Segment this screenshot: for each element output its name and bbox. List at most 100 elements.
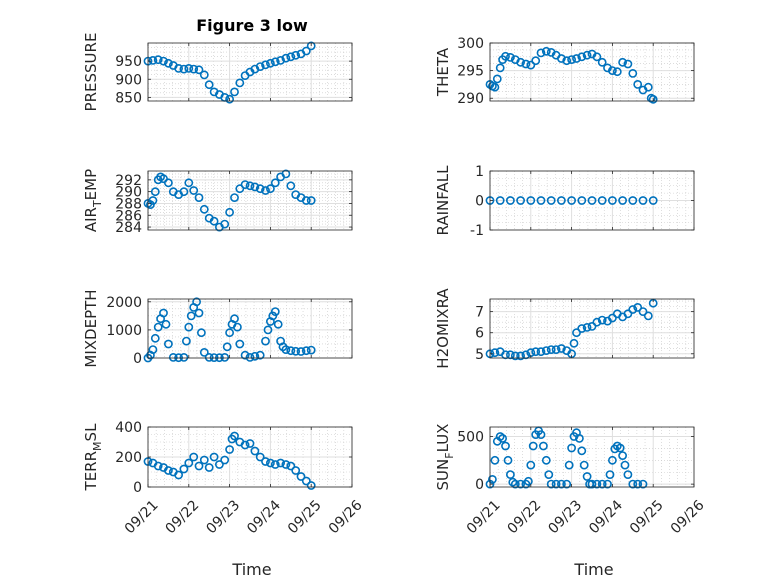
data-point	[222, 342, 232, 352]
data-point	[150, 187, 160, 197]
data-point	[220, 219, 230, 229]
data-point	[196, 328, 206, 338]
data-point	[628, 305, 638, 314]
data-point	[592, 479, 602, 489]
data-point	[638, 479, 648, 489]
data-point	[605, 470, 615, 479]
data-point	[501, 51, 510, 61]
x-tick-label: 09/21	[464, 497, 504, 537]
y-tick-label: 284	[115, 220, 142, 236]
data-point	[225, 94, 234, 104]
x-tick-label: 09/23	[203, 497, 243, 537]
data-point	[286, 52, 296, 62]
data-point	[541, 455, 551, 465]
data-point	[490, 348, 500, 358]
data-point	[240, 180, 250, 189]
data-point	[487, 474, 497, 484]
data-point	[159, 308, 168, 318]
data-point	[281, 345, 291, 354]
data-point	[539, 441, 548, 451]
data-point	[536, 430, 546, 439]
data-point	[194, 308, 204, 318]
x-tick-label: 09/25	[285, 497, 325, 537]
data-point	[161, 319, 171, 329]
data-point	[148, 196, 158, 205]
data-point	[306, 41, 316, 51]
x-axis-label-right: Time	[573, 560, 613, 579]
y-tick-label: 400	[115, 420, 142, 436]
data-point	[623, 470, 633, 479]
data-point	[575, 433, 584, 443]
data-point	[503, 455, 513, 465]
data-point	[592, 317, 602, 327]
data-point	[301, 476, 311, 486]
data-point	[194, 65, 204, 75]
data-point	[265, 184, 275, 194]
series-markers	[143, 41, 316, 104]
data-point	[281, 169, 291, 179]
data-point	[204, 80, 214, 90]
y-tick-label: 300	[457, 36, 484, 52]
data-point	[526, 460, 536, 470]
data-point	[562, 479, 572, 489]
series-markers	[143, 431, 316, 490]
axes-background	[490, 427, 694, 487]
data-point	[286, 346, 296, 356]
y-tick-label: -1	[470, 223, 484, 239]
data-point	[546, 345, 556, 354]
data-point	[281, 53, 291, 63]
data-point	[250, 182, 260, 192]
data-point	[255, 452, 265, 462]
data-point	[189, 64, 199, 74]
data-point	[225, 328, 234, 338]
data-point	[567, 55, 576, 64]
data-point	[618, 57, 627, 67]
data-point	[235, 184, 245, 194]
data-point	[179, 187, 189, 197]
data-point	[199, 204, 209, 214]
data-point	[501, 441, 510, 451]
axes-background	[148, 299, 352, 358]
data-point	[230, 314, 239, 324]
data-point	[261, 336, 270, 346]
data-point	[301, 346, 311, 356]
data-point	[194, 461, 204, 471]
data-point	[536, 196, 546, 205]
data-point	[620, 460, 630, 470]
data-point	[551, 479, 561, 489]
data-point	[505, 53, 515, 62]
subplot-theta: 290 295 300 THETA	[434, 36, 695, 107]
data-point	[220, 352, 230, 362]
data-point	[490, 455, 500, 465]
data-point	[270, 178, 280, 188]
data-point	[225, 445, 234, 454]
data-point	[291, 466, 301, 475]
data-point	[199, 347, 209, 357]
y-tick-label: 1000	[106, 323, 142, 339]
x-tick-label: 09/25	[627, 497, 667, 537]
y-tick-label: 0	[475, 477, 484, 493]
data-point	[597, 479, 607, 489]
data-point	[209, 452, 219, 462]
data-point	[240, 350, 250, 360]
y-axis-label: THETA	[434, 47, 452, 97]
data-point	[255, 62, 265, 71]
data-point	[235, 78, 245, 88]
data-point	[270, 307, 280, 316]
data-point	[516, 196, 525, 205]
data-point	[526, 196, 536, 205]
data-point	[270, 57, 280, 67]
x-tick-label: 09/23	[545, 497, 585, 537]
data-point	[163, 178, 173, 188]
data-point	[510, 351, 520, 361]
subplot-terr_msl: 09/21 09/22 09/23 09/24 09/25 09/26 0 200 400 TER…	[82, 420, 366, 537]
data-point	[521, 59, 531, 69]
data-point	[490, 82, 500, 92]
data-point	[633, 80, 643, 89]
data-point	[181, 336, 191, 346]
y-tick-label: 500	[457, 430, 484, 446]
axes-box	[147, 298, 353, 359]
series-markers	[143, 169, 316, 232]
data-point	[510, 479, 520, 489]
